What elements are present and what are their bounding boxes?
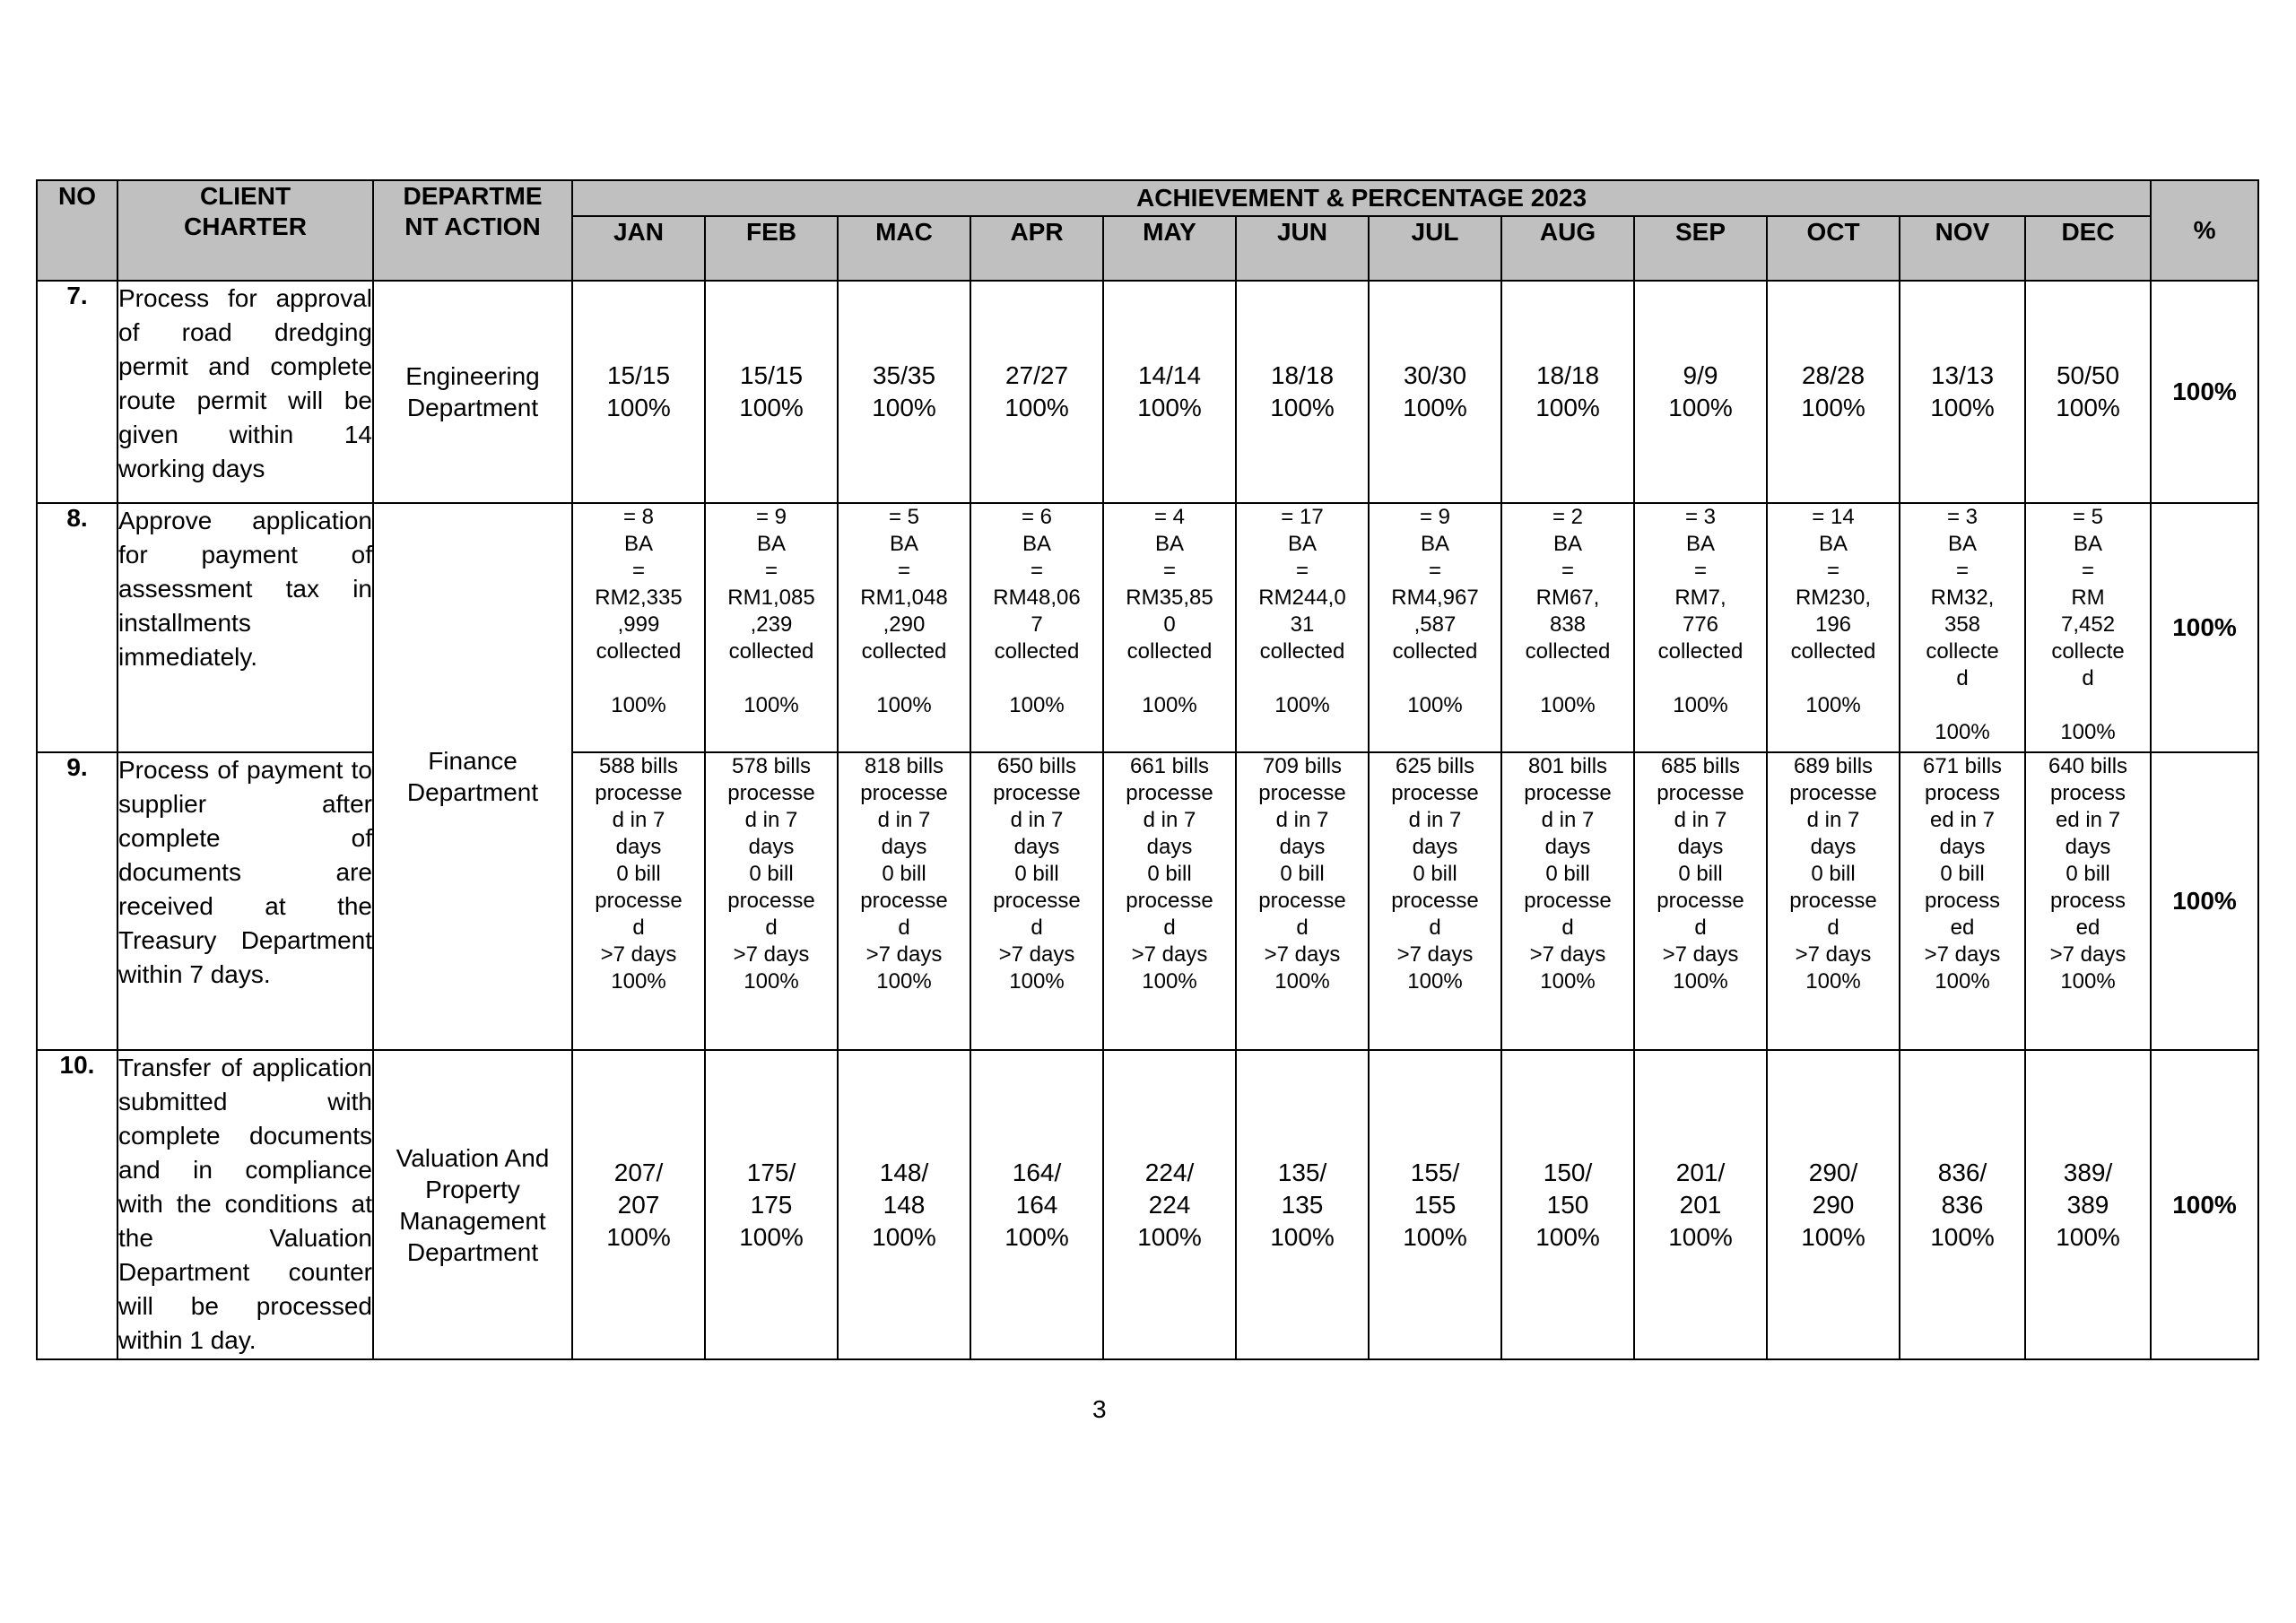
row9-percent: 100% — [2150, 751, 2260, 1051]
row9-no: 9. — [36, 751, 118, 1051]
month-header-feb: FEB — [704, 215, 839, 282]
row10-cell-apr: 164/ 164 100% — [970, 1049, 1104, 1360]
row9-cell-nov: 671 bills process ed in 7 days 0 bill pr… — [1899, 751, 2026, 1051]
row7-cell-aug: 18/18 100% — [1500, 280, 1635, 504]
row10-cell-dec: 389/ 389 100% — [2023, 1049, 2152, 1360]
row9-cell-jun: 709 bills processe d in 7 days 0 bill pr… — [1235, 751, 1370, 1051]
row7-cell-jun: 18/18 100% — [1235, 280, 1370, 504]
month-header-nov: NOV — [1899, 215, 2026, 282]
row7-cell-mac: 35/35 100% — [837, 280, 971, 504]
month-header-jan: JAN — [571, 215, 706, 282]
row9-cell-apr: 650 bills processe d in 7 days 0 bill pr… — [970, 751, 1104, 1051]
row9-cell-aug: 801 bills processe d in 7 days 0 bill pr… — [1500, 751, 1635, 1051]
row9-cell-jan: 588 bills processe d in 7 days 0 bill pr… — [571, 751, 706, 1051]
row8-cell-may: = 4 BA = RM35,85 0 collected 100% — [1102, 502, 1237, 753]
month-header-sep: SEP — [1633, 215, 1768, 282]
row9-cell-may: 661 bills processe d in 7 days 0 bill pr… — [1102, 751, 1237, 1051]
month-header-may: MAY — [1102, 215, 1237, 282]
row10-percent: 100% — [2150, 1049, 2260, 1360]
table-row-10: 10. Transfer of application submitted wi… — [36, 1049, 2260, 1360]
row10-cell-feb: 175/ 175 100% — [704, 1049, 839, 1360]
row8-client-charter: Approve application for payment of asses… — [117, 502, 374, 753]
header-no: NO — [36, 179, 118, 282]
table-row-8: 8. Approve application for payment of as… — [36, 502, 2260, 1051]
row8-cell-nov: = 3 BA = RM32, 358 collecte d 100% — [1899, 502, 2026, 753]
row10-cell-jun: 135/ 135 100% — [1235, 1049, 1370, 1360]
row7-cell-dec: 50/50 100% — [2023, 280, 2152, 504]
month-header-oct: OCT — [1766, 215, 1900, 282]
row8-no: 8. — [36, 502, 118, 753]
header-row-top: NO CLIENT CHARTER DEPARTME NT ACTION ACH… — [36, 179, 2260, 282]
row7-client-charter: Process for approval of road dredging pe… — [117, 280, 374, 504]
row10-client-charter: Transfer of application submitted with c… — [117, 1049, 374, 1360]
row10-cell-oct: 290/ 290 100% — [1766, 1049, 1900, 1360]
row7-no: 7. — [36, 280, 118, 504]
row8-cell-jul: = 9 BA = RM4,967 ,587 collected 100% — [1368, 502, 1502, 753]
month-header-jul: JUL — [1368, 215, 1502, 282]
row8-cell-sep: = 3 BA = RM7, 776 collected 100% — [1633, 502, 1768, 753]
row7-cell-sep: 9/9 100% — [1633, 280, 1768, 504]
table-row-7: 7. Process for approval of road dredging… — [36, 280, 2260, 504]
header-department-action: DEPARTME NT ACTION — [372, 179, 573, 282]
month-header-dec: DEC — [2023, 215, 2152, 282]
row7-cell-apr: 27/27 100% — [970, 280, 1104, 504]
row9-cell-dec: 640 bills process ed in 7 days 0 bill pr… — [2023, 751, 2152, 1051]
row10-cell-aug: 150/ 150 100% — [1500, 1049, 1635, 1360]
row10-cell-sep: 201/ 201 100% — [1633, 1049, 1768, 1360]
row9-cell-mac: 818 bills processe d in 7 days 0 bill pr… — [837, 751, 971, 1051]
row8-cell-dec: = 5 BA = RM 7,452 collecte d 100% — [2023, 502, 2152, 753]
row7-cell-jul: 30/30 100% — [1368, 280, 1502, 504]
row8-cell-mac: = 5 BA = RM1,048 ,290 collected 100% — [837, 502, 971, 753]
header-percent: % — [2150, 179, 2260, 282]
row7-cell-jan: 15/15 100% — [571, 280, 706, 504]
row7-cell-oct: 28/28 100% — [1766, 280, 1900, 504]
row9-cell-feb: 578 bills processe d in 7 days 0 bill pr… — [704, 751, 839, 1051]
row8-cell-aug: = 2 BA = RM67, 838 collected 100% — [1500, 502, 1635, 753]
row7-cell-feb: 15/15 100% — [704, 280, 839, 504]
row8-cell-jan: = 8 BA = RM2,335 ,999 collected 100% — [571, 502, 706, 753]
table-row-9: 9. Process of payment to supplier after … — [36, 751, 2260, 1051]
row8-cell-jun: = 17 BA = RM244,0 31 collected 100% — [1235, 502, 1370, 753]
row9-client-charter: Process of payment to supplier after com… — [117, 751, 374, 1051]
header-achievement-title: ACHIEVEMENT & PERCENTAGE 2023 — [570, 179, 2152, 217]
row8-9-department: Finance Department — [372, 502, 573, 1051]
row7-department: Engineering Department — [372, 280, 573, 504]
header-client-charter: CLIENT CHARTER — [117, 179, 374, 282]
row9-cell-oct: 689 bills processe d in 7 days 0 bill pr… — [1766, 751, 1900, 1051]
row7-percent: 100% — [2150, 280, 2260, 504]
month-header-aug: AUG — [1500, 215, 1635, 282]
header-row-months: JAN FEB MAC APR MAY JUN JUL AUG SEP OCT … — [37, 215, 2258, 282]
row9-cell-sep: 685 bills processe d in 7 days 0 bill pr… — [1633, 751, 1768, 1051]
row7-cell-nov: 13/13 100% — [1899, 280, 2026, 504]
row8-cell-feb: = 9 BA = RM1,085 ,239 collected 100% — [704, 502, 839, 753]
row10-cell-mac: 148/ 148 100% — [837, 1049, 971, 1360]
row10-cell-may: 224/ 224 100% — [1102, 1049, 1237, 1360]
achievement-table: NO CLIENT CHARTER DEPARTME NT ACTION ACH… — [36, 179, 2260, 1360]
row10-cell-jan: 207/ 207 100% — [571, 1049, 706, 1360]
row7-cell-may: 14/14 100% — [1102, 280, 1237, 504]
row8-cell-apr: = 6 BA = RM48,06 7 collected 100% — [970, 502, 1104, 753]
row10-cell-jul: 155/ 155 100% — [1368, 1049, 1502, 1360]
row8-percent: 100% — [2150, 502, 2260, 753]
row8-cell-oct: = 14 BA = RM230, 196 collected 100% — [1766, 502, 1900, 753]
row10-no: 10. — [36, 1049, 118, 1360]
row9-cell-jul: 625 bills processe d in 7 days 0 bill pr… — [1368, 751, 1502, 1051]
month-header-apr: APR — [970, 215, 1104, 282]
page-number: 3 — [1092, 1395, 1107, 1423]
month-header-jun: JUN — [1235, 215, 1370, 282]
row10-department: Valuation And Property Management Depart… — [372, 1049, 573, 1360]
row10-cell-nov: 836/ 836 100% — [1899, 1049, 2026, 1360]
month-header-mac: MAC — [837, 215, 971, 282]
